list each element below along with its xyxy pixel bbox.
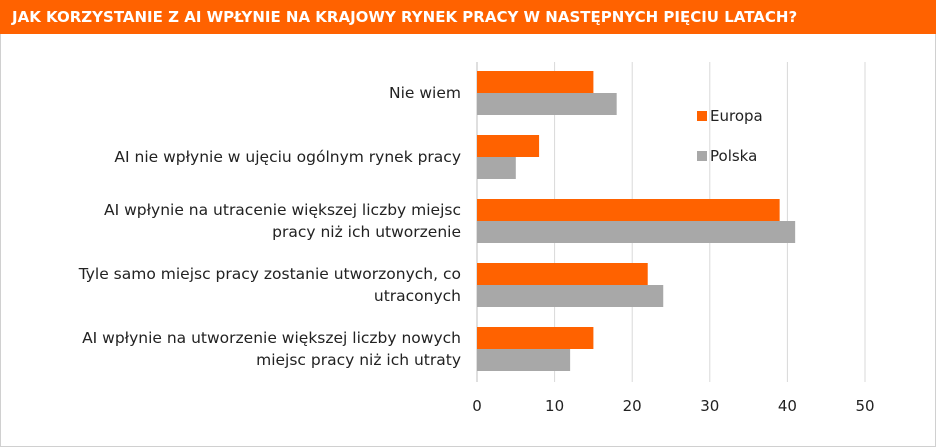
category-label-line: AI wpłynie na utworzenie większej liczby… — [82, 329, 461, 347]
x-tick-label-40: 40 — [778, 397, 797, 415]
x-tick-label-0: 0 — [472, 397, 482, 415]
category-label-4: AI wpłynie na utworzenie większej liczby… — [41, 327, 461, 371]
bar-polska-3 — [477, 285, 664, 307]
bar-polska-2 — [477, 221, 796, 243]
bar-polska-1 — [477, 157, 516, 179]
bar-europa-0 — [477, 71, 594, 93]
legend-swatch-polska — [697, 151, 707, 161]
legend-item-europa: Europa — [697, 107, 763, 125]
category-label-line: Tyle samo miejsc pracy zostanie utworzon… — [78, 265, 461, 283]
category-label-line: utraconych — [373, 287, 461, 305]
bar-europa-1 — [477, 135, 540, 157]
legend-swatch-europa — [697, 111, 707, 121]
category-label-line: AI nie wpłynie w ujęciu ogólnym rynek pr… — [114, 148, 461, 166]
legend-item-polska: Polska — [697, 147, 757, 165]
bar-europa-3 — [477, 263, 648, 285]
category-label-2: AI wpłynie na utracenie większej liczby … — [41, 199, 461, 243]
bar-europa-2 — [477, 199, 780, 221]
x-tick-label-30: 30 — [700, 397, 719, 415]
category-label-line: Nie wiem — [389, 84, 461, 102]
category-label-0: Nie wiem — [41, 82, 461, 104]
bar-polska-4 — [477, 349, 571, 371]
chart-title: JAK KORZYSTANIE Z AI WPŁYNIE NA KRAJOWY … — [0, 0, 936, 34]
legend-label-polska: Polska — [710, 147, 758, 165]
category-label-line: miejsc pracy niż ich utraty — [256, 351, 461, 369]
category-label-3: Tyle samo miejsc pracy zostanie utworzon… — [41, 263, 461, 307]
x-tick-label-10: 10 — [545, 397, 564, 415]
category-label-1: AI nie wpłynie w ujęciu ogólnym rynek pr… — [41, 146, 461, 168]
x-tick-label-50: 50 — [855, 397, 874, 415]
x-tick-label-20: 20 — [623, 397, 642, 415]
bar-europa-4 — [477, 327, 594, 349]
bar-polska-0 — [477, 93, 617, 115]
category-label-line: pracy niż ich utworzenie — [272, 223, 461, 241]
category-label-line: AI wpłynie na utracenie większej liczby … — [104, 201, 461, 219]
legend-label-europa: Europa — [710, 107, 763, 125]
